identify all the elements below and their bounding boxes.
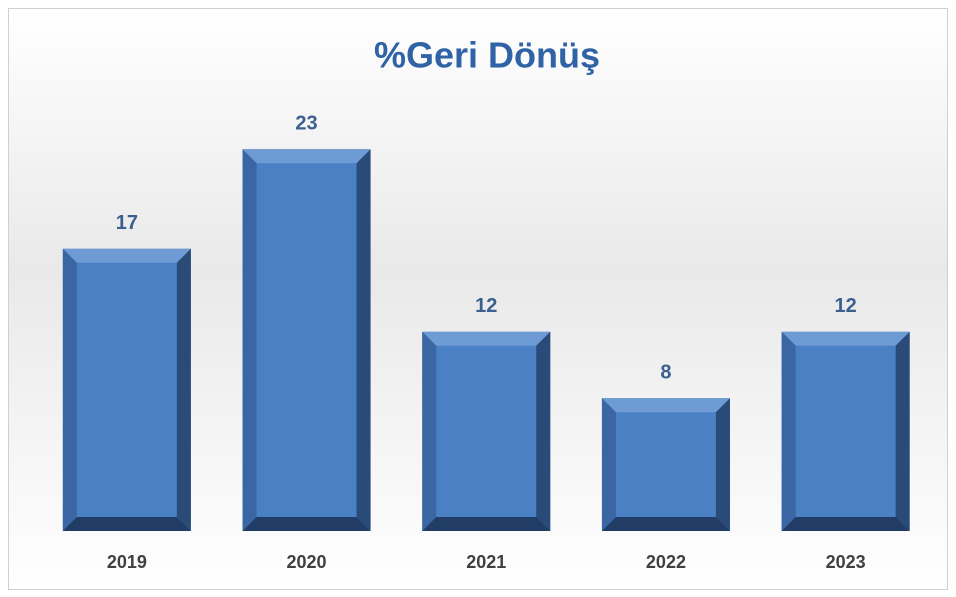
- bar-bevel: [422, 517, 551, 531]
- bar-bevel: [781, 331, 910, 346]
- x-tick-label: 2022: [646, 552, 686, 572]
- bar-bevel: [62, 248, 191, 263]
- value-label: 17: [116, 212, 138, 234]
- bar-bevel: [242, 149, 371, 164]
- value-label: 8: [660, 361, 671, 383]
- bar-bevel: [62, 248, 77, 532]
- x-tick-label: 2021: [466, 552, 506, 572]
- bar-bevel: [895, 331, 910, 531]
- bar-bevel: [536, 331, 551, 531]
- bar: [601, 398, 730, 531]
- x-tick-label: 2019: [107, 552, 147, 572]
- value-label: 23: [295, 112, 317, 134]
- bar-bevel: [242, 517, 371, 531]
- x-tick-label: 2020: [287, 552, 327, 572]
- bar: [62, 248, 191, 532]
- bar-bevel: [601, 398, 616, 531]
- bar-bevel: [601, 517, 730, 531]
- bar-bevel: [715, 398, 730, 531]
- bar-bevel: [62, 517, 191, 531]
- value-label: 12: [835, 295, 857, 317]
- bar-bevel: [176, 248, 191, 532]
- value-label: 12: [475, 295, 497, 317]
- bar-bevel: [781, 517, 910, 531]
- bar-bevel: [601, 398, 730, 413]
- bar: [781, 331, 910, 531]
- bar-bevel: [422, 331, 437, 531]
- bar: [242, 149, 371, 531]
- bar: [422, 331, 551, 531]
- bar-bevel: [356, 149, 371, 531]
- bar-bevel: [781, 331, 796, 531]
- x-tick-label: 2023: [826, 552, 866, 572]
- bar-bevel: [242, 149, 257, 531]
- chart-title: %Geri Dönüş: [374, 35, 600, 76]
- bar-bevel: [422, 331, 551, 346]
